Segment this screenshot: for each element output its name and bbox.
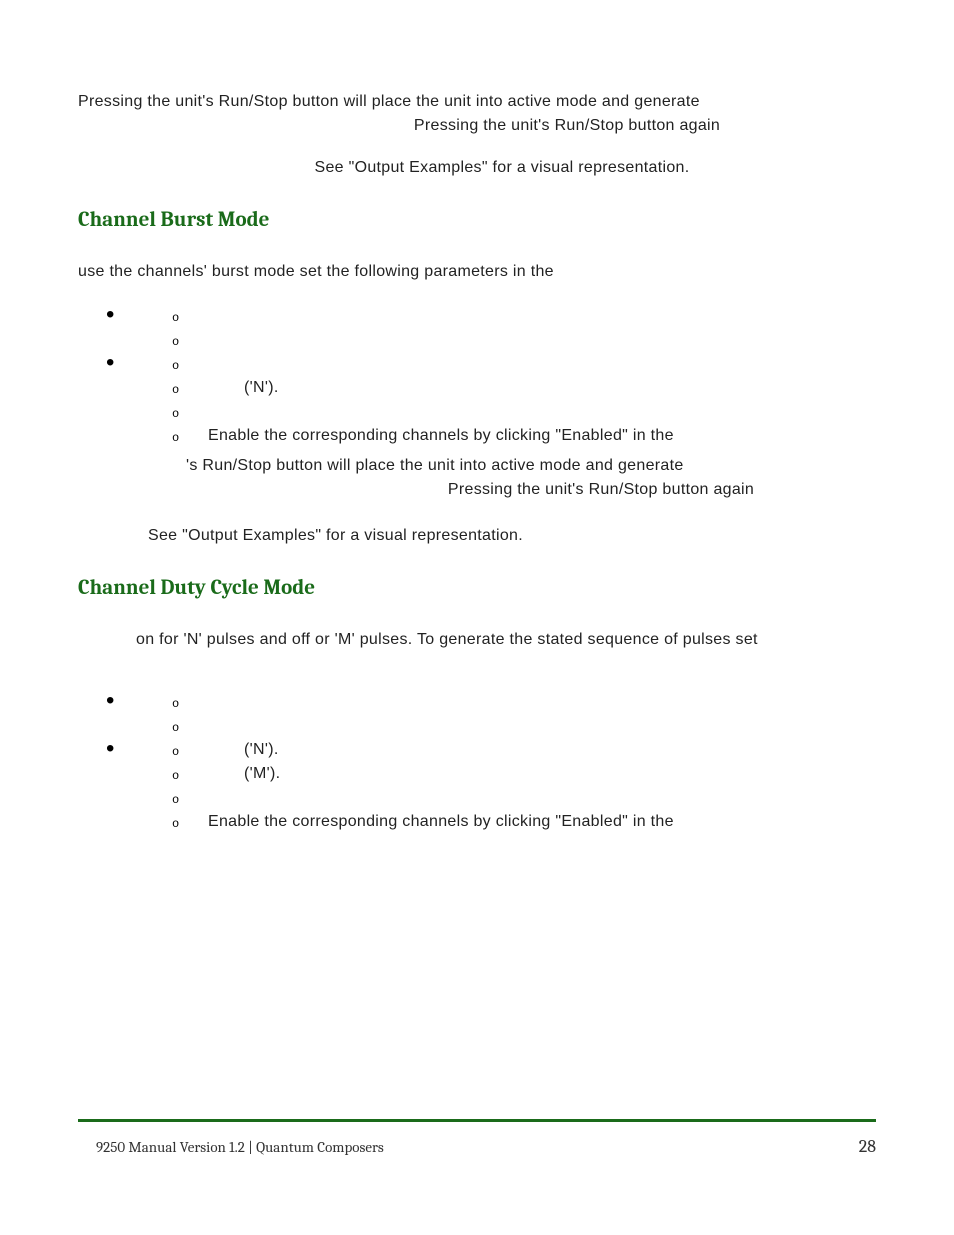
- sub-item: Enable the corresponding channels by cli…: [172, 810, 876, 834]
- sub-item-text: ('M').: [208, 762, 876, 786]
- list-item: ('N'). Enable the corresponding channels…: [106, 352, 876, 448]
- sub-item-text: Enable the corresponding channels by cli…: [208, 813, 674, 830]
- sub-item: ('M').: [172, 762, 876, 786]
- sub-item: [172, 786, 876, 810]
- burst-after-text: 's Run/Stop button will place the unit i…: [78, 454, 876, 502]
- list-item: ('N'). ('M'). Enable the corresponding c…: [106, 738, 876, 834]
- intro-line2: Pressing the unit's Run/Stop button agai…: [78, 114, 876, 138]
- sub-item-text: ('N').: [208, 738, 876, 762]
- burst-list: ('N'). Enable the corresponding channels…: [78, 304, 876, 448]
- sub-list: ('N'). ('M'). Enable the corresponding c…: [136, 738, 876, 834]
- duty-list: ('N'). ('M'). Enable the corresponding c…: [78, 690, 876, 834]
- intro-line1: Pressing the unit's Run/Stop button will…: [78, 90, 876, 114]
- list-item: [106, 304, 876, 352]
- burst-heading: Channel Burst Mode: [78, 208, 876, 232]
- after-line1: 's Run/Stop button will place the unit i…: [186, 454, 876, 478]
- sub-item: [172, 304, 876, 328]
- sub-item: ('N').: [172, 376, 876, 400]
- sub-item: [172, 328, 876, 352]
- intro-paragraph: Pressing the unit's Run/Stop button will…: [78, 90, 876, 138]
- duty-heading: Channel Duty Cycle Mode: [78, 576, 876, 600]
- sub-item-text: ('N').: [208, 376, 876, 400]
- sub-list: [136, 690, 876, 738]
- sub-item: [172, 690, 876, 714]
- sub-item-text: Enable the corresponding channels by cli…: [208, 427, 674, 444]
- burst-body: use the channels' burst mode set the fol…: [78, 260, 876, 284]
- sub-item: Enable the corresponding channels by cli…: [172, 424, 876, 448]
- after-line2: Pressing the unit's Run/Stop button agai…: [186, 478, 876, 502]
- sub-list: [136, 304, 876, 352]
- duty-body: on for 'N' pulses and off or 'M' pulses.…: [78, 628, 876, 652]
- list-item: [106, 690, 876, 738]
- page-footer: 9250 Manual Version 1.2 | Quantum Compos…: [78, 1119, 876, 1157]
- page-number: 28: [859, 1136, 876, 1157]
- sub-list: ('N'). Enable the corresponding channels…: [136, 352, 876, 448]
- see-examples-note: See "Output Examples" for a visual repre…: [78, 156, 876, 180]
- sub-item: [172, 714, 876, 738]
- see-examples-note-2: See "Output Examples" for a visual repre…: [78, 524, 876, 548]
- sub-item: ('N').: [172, 738, 876, 762]
- sub-item: [172, 400, 876, 424]
- footer-version: 9250 Manual Version 1.2 | Quantum Compos…: [78, 1138, 384, 1156]
- sub-item: [172, 352, 876, 376]
